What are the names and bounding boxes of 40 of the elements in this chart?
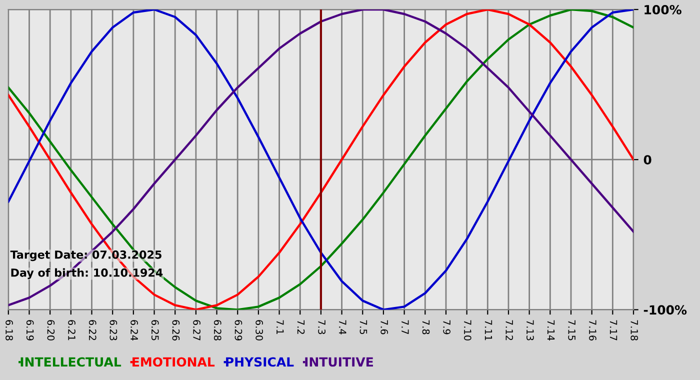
x-tick-label: 7.16 xyxy=(589,320,596,340)
x-tick-label: 7.11 xyxy=(484,320,492,340)
legend-label: PHYSICAL xyxy=(226,357,294,367)
x-tick-label: 7.7 xyxy=(402,320,409,334)
x-tick-label: 6.29 xyxy=(234,320,242,340)
x-tick-label: 7.2 xyxy=(297,320,305,334)
x-tick-label: 6.26 xyxy=(172,320,180,340)
annotation: Day of birth: 10.10.1924 xyxy=(11,268,163,280)
x-tick-label: 7.8 xyxy=(422,320,430,334)
x-tick-label: 6.18 xyxy=(6,320,13,340)
x-tick-label: 6.28 xyxy=(214,320,222,340)
legend-label: INTUITIVE xyxy=(305,357,373,367)
x-tick-label: 6.30 xyxy=(256,320,263,340)
x-tick-label: 6.21 xyxy=(68,320,76,340)
x-tick-label: 6.27 xyxy=(193,320,200,340)
x-tick-label: 7.6 xyxy=(380,320,388,334)
x-tick-label: 7.13 xyxy=(526,320,534,340)
y-tick-label: 0 xyxy=(644,155,652,165)
x-tick-label: 7.3 xyxy=(318,320,326,334)
x-tick-label: 7.5 xyxy=(360,320,368,334)
annotation: Target Date: 07.03.2025 xyxy=(10,250,162,262)
x-tick-label: 6.24 xyxy=(130,320,138,341)
x-tick-label: 7.10 xyxy=(464,320,472,340)
x-tick-label: 7.1 xyxy=(276,320,284,334)
x-tick-label: 7.18 xyxy=(630,320,638,340)
x-tick-label: 7.4 xyxy=(339,320,346,334)
legend-label: INTELLECTUAL xyxy=(20,357,122,367)
x-tick-label: 6.25 xyxy=(151,320,159,340)
x-tick-label: 7.15 xyxy=(568,320,576,340)
x-tick-label: 6.22 xyxy=(88,320,96,340)
x-tick-label: 6.19 xyxy=(26,320,34,340)
y-tick-label: 100% xyxy=(644,4,682,14)
x-tick-label: 6.20 xyxy=(47,320,55,340)
x-tick-label: 7.12 xyxy=(506,320,514,340)
x-tick-label: 7.14 xyxy=(547,320,555,341)
legend-label: EMOTIONAL xyxy=(132,357,215,367)
x-tick-label: 7.9 xyxy=(443,320,451,334)
x-tick-label: 6.23 xyxy=(110,320,118,340)
x-tick-label: 7.17 xyxy=(610,320,618,340)
y-tick-label: -100% xyxy=(644,305,687,315)
